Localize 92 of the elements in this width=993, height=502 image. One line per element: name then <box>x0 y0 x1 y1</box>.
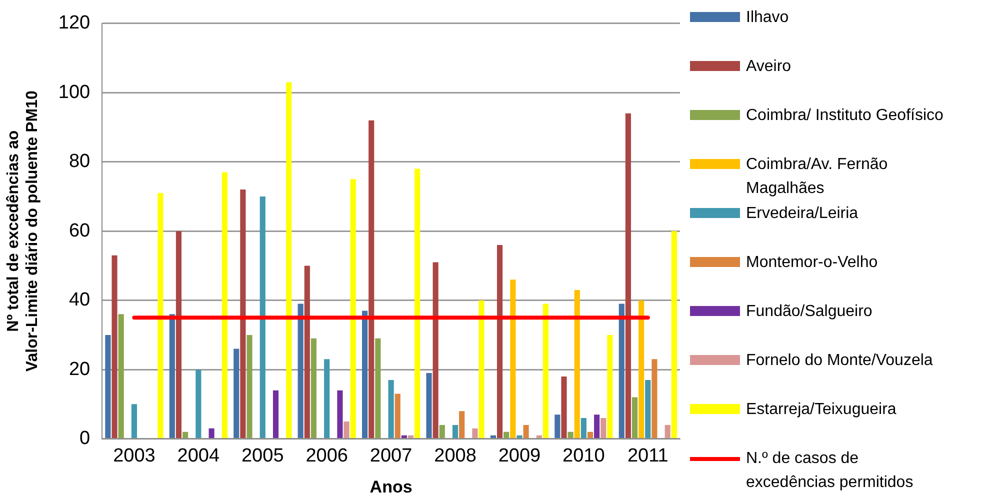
bar <box>158 193 164 438</box>
x-tick-label: 2007 <box>370 445 412 466</box>
bar <box>272 390 279 438</box>
bar <box>625 113 631 438</box>
bar <box>478 300 484 438</box>
bar <box>554 414 560 438</box>
x-tick-label: 2009 <box>498 445 541 466</box>
bar <box>337 390 343 438</box>
bar <box>362 310 368 438</box>
bar <box>394 394 400 438</box>
bar <box>645 380 651 438</box>
bar <box>638 300 644 438</box>
bar <box>594 414 600 438</box>
y-tick-label: 40 <box>68 290 90 311</box>
bar <box>368 120 374 438</box>
bar <box>324 359 330 438</box>
bar <box>176 231 182 438</box>
x-tick-label: 2010 <box>562 445 605 466</box>
bar <box>196 370 202 438</box>
bar <box>664 424 670 438</box>
bar <box>182 432 188 438</box>
bar <box>632 397 638 438</box>
bar <box>439 424 445 438</box>
bar <box>344 421 350 438</box>
bar <box>408 435 414 438</box>
bar <box>618 304 624 438</box>
y-tick-label: 120 <box>58 12 90 34</box>
bar <box>574 290 580 438</box>
bar <box>304 266 310 438</box>
bar <box>600 418 606 438</box>
bar <box>459 411 465 438</box>
bar <box>452 424 458 438</box>
bar <box>169 314 175 438</box>
y-tick-label: 80 <box>68 151 90 172</box>
x-tick-label: 2011 <box>627 445 668 466</box>
bar <box>561 376 567 438</box>
bar <box>246 334 252 438</box>
bar <box>671 231 677 438</box>
bar <box>472 428 478 438</box>
bar <box>536 435 542 438</box>
bar <box>388 380 394 438</box>
bar <box>652 359 658 438</box>
legend-label: Fundão/Salgueiro <box>746 302 872 322</box>
bar <box>516 435 522 438</box>
bar <box>432 262 438 438</box>
bar <box>496 244 503 438</box>
bar <box>510 280 516 438</box>
x-tick-label: 2006 <box>306 445 348 466</box>
bar <box>286 82 292 438</box>
bar <box>587 432 594 438</box>
bar <box>426 373 432 438</box>
y-axis-title: Nº total de excedências ao Valor-Limite diário do poluente PM10 <box>5 90 42 372</box>
bar <box>542 304 549 438</box>
bar <box>112 255 118 438</box>
bar <box>310 338 316 438</box>
legend-label: Estarreja/Teixugueira <box>746 400 896 420</box>
bar <box>240 190 246 438</box>
x-tick-label: 2003 <box>113 445 156 466</box>
bar <box>131 404 137 438</box>
legend-label: Fornelo do Monte/Vouzela <box>746 351 933 371</box>
bar <box>580 418 586 438</box>
legend-label: N.º de casos de excedências permitidos <box>746 449 914 493</box>
x-tick-label: 2004 <box>177 445 220 466</box>
bar <box>222 172 228 438</box>
bar <box>414 168 420 438</box>
bar <box>105 334 111 438</box>
bar <box>401 435 407 438</box>
legend-label: Coimbra/ Instituto Geofísico <box>746 106 944 126</box>
bar <box>208 428 214 438</box>
bar <box>118 314 124 438</box>
bar <box>607 334 613 438</box>
legend-label: Ervedeira/Leiria <box>746 204 858 224</box>
bar <box>350 179 356 438</box>
bar <box>260 196 266 438</box>
bar <box>234 348 240 438</box>
x-tick-label: 2005 <box>241 445 284 466</box>
legend-label: Montemor-o-Velho <box>746 253 878 273</box>
legend-label: Coimbra/Av. Fernão Magalhães <box>746 155 889 199</box>
y-tick-label: 0 <box>80 428 90 450</box>
bar <box>490 435 496 438</box>
legend-label: Ilhavo <box>746 8 789 28</box>
bar <box>523 424 529 438</box>
bar <box>298 304 304 438</box>
y-tick-label: 100 <box>58 82 90 103</box>
bar <box>568 432 574 438</box>
y-tick-label: 60 <box>68 220 90 242</box>
y-tick-label: 20 <box>68 358 90 380</box>
bar <box>504 432 510 438</box>
bar <box>375 338 381 438</box>
x-tick-label: 2008 <box>434 445 476 466</box>
x-axis-title: Anos <box>370 477 412 496</box>
legend-label: Aveiro <box>746 57 792 77</box>
